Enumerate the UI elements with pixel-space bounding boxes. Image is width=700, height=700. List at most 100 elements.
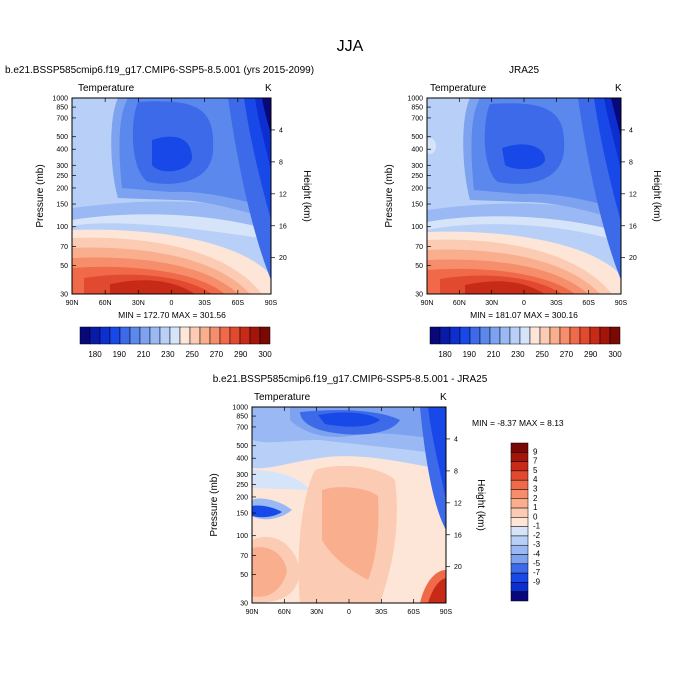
panel-model-variable: Temperature — [78, 83, 135, 94]
panel-diff-colorbar-label: -4 — [533, 550, 541, 559]
panel-diff-colorbar-swatch — [510, 554, 529, 565]
panel-obs-ytick-label: 500 — [411, 134, 423, 141]
panel-model-ytick-label: 50 — [60, 263, 68, 270]
panel-model-colorbar-swatch — [149, 326, 161, 345]
panel-model-y2tick-label: 8 — [279, 159, 283, 166]
panel-model-colorbar-label: 290 — [234, 350, 248, 359]
panel-obs-ytick-label: 50 — [415, 263, 423, 270]
panel-obs-xtick-label: 90N — [421, 300, 434, 307]
panel-diff-colorbar-label: 2 — [533, 494, 538, 503]
panel-diff-xtick-label: 30N — [310, 609, 323, 616]
panel-diff-colorbar-label: 1 — [533, 503, 538, 512]
panel-obs-title: JRA25 — [509, 65, 539, 76]
panel-diff-ytick-label: 250 — [236, 482, 248, 489]
panel-model-colorbar-swatch — [129, 326, 141, 345]
panel-diff-colorbar-swatch — [510, 572, 529, 583]
panel-model-y2tick-label: 16 — [279, 223, 287, 230]
panel-obs-y2tick-label: 4 — [629, 127, 633, 134]
panel-obs-colorbar-swatch — [529, 326, 541, 345]
panel-model-ytick-label: 1000 — [52, 96, 68, 103]
panel-model-ytick-label: 150 — [56, 202, 68, 209]
panel-model-xtick-label: 90N — [66, 300, 79, 307]
panel-diff-colorbar-label: -1 — [533, 522, 541, 531]
panel-obs-units: K — [615, 83, 622, 94]
panel-diff-ytick-label: 700 — [236, 424, 248, 431]
panel-model: b.e21.BSSP585cmip6.f19_g17.CMIP6-SSP5-8.… — [5, 65, 314, 359]
panel-obs-colorbar-swatch — [469, 326, 481, 345]
panel-obs-colorbar-swatch — [439, 326, 451, 345]
panel-obs-xtick-label: 30N — [485, 300, 498, 307]
panel-model-ytick-label: 300 — [56, 163, 68, 170]
panel-diff: b.e21.BSSP585cmip6.f19_g17.CMIP6-SSP5-8.… — [209, 374, 564, 616]
panel-model-xtick-label: 30N — [132, 300, 145, 307]
panel-model-colorbar-swatch — [229, 326, 241, 345]
panel-diff-ytick-label: 1000 — [232, 405, 248, 412]
panel-obs-colorbar-label: 290 — [584, 350, 598, 359]
panel-diff-colorbar-swatch — [510, 544, 529, 555]
panel-diff-y2tick-label: 4 — [454, 436, 458, 443]
panel-diff-colorbar-swatch — [510, 582, 529, 592]
panel-obs-colorbar-swatch — [479, 326, 491, 345]
panel-diff-contours — [252, 407, 446, 603]
panel-model-contours — [72, 98, 271, 294]
panel-model-colorbar-swatch — [239, 326, 251, 345]
panel-obs-colorbar-swatch — [539, 326, 551, 345]
panel-diff-colorbar-label: 4 — [533, 475, 538, 484]
panel-diff-ytick-label: 400 — [236, 456, 248, 463]
panel-obs-y2tick-label: 12 — [629, 191, 637, 198]
panel-obs-colorbar-label: 210 — [487, 350, 501, 359]
panel-model-y2tick-label: 12 — [279, 191, 287, 198]
panel-model-colorbar-label: 190 — [113, 350, 127, 359]
panel-model-ytick-label: 30 — [60, 292, 68, 299]
panel-obs-variable: Temperature — [430, 83, 487, 94]
panel-obs-colorbar-swatch — [599, 326, 611, 345]
panel-obs-y2label: Height (km) — [651, 170, 662, 222]
panel-diff-ytick-label: 50 — [240, 572, 248, 579]
panel-diff-ytick-label: 30 — [240, 601, 248, 608]
panel-diff-colorbar-swatch — [510, 591, 529, 602]
panel-obs-stats: MIN = 181.07 MAX = 300.16 — [470, 310, 578, 320]
panel-model-y2tick-label: 20 — [279, 255, 287, 262]
panel-obs-colorbar-swatch — [579, 326, 591, 345]
panel-model-colorbar-label: 180 — [88, 350, 102, 359]
panel-diff-colorbar-label: 5 — [533, 466, 538, 475]
panel-obs-colorbar-label: 190 — [463, 350, 477, 359]
panel-model-colorbar-label: 270 — [210, 350, 224, 359]
panel-model-colorbar-swatch — [159, 326, 171, 345]
panel-diff-colorbar-label: 7 — [533, 457, 538, 466]
panel-obs-colorbar-swatch — [429, 326, 441, 345]
panel-obs-colorbar-swatch — [489, 326, 501, 345]
panel-diff-ytick-label: 200 — [236, 494, 248, 501]
panel-diff-colorbar-label: -2 — [533, 531, 541, 540]
panel-obs-colorbar-label: 180 — [438, 350, 452, 359]
panel-model-colorbar-swatch — [179, 326, 191, 345]
panel-model-colorbar-swatch — [189, 326, 201, 345]
panel-diff-y2tick-label: 16 — [454, 532, 462, 539]
panel-diff-colorbar-swatch — [510, 507, 529, 518]
panel-model-colorbar-swatch — [259, 326, 271, 345]
panel-model-colorbar-swatch — [99, 326, 111, 345]
panel-obs-ytick-label: 300 — [411, 163, 423, 170]
panel-diff-y2label: Height (km) — [475, 479, 486, 531]
panel-model-colorbar-swatch — [139, 326, 151, 345]
panel-obs-ytick-label: 850 — [411, 105, 423, 112]
panel-model-xtick-label: 60S — [232, 300, 245, 307]
panel-obs-colorbar-swatch — [459, 326, 471, 345]
panel-diff-xtick-label: 60S — [407, 609, 420, 616]
panel-obs-colorbar-swatch — [569, 326, 581, 345]
panel-obs-xtick-label: 60N — [453, 300, 466, 307]
panel-diff-xtick-label: 90N — [246, 609, 259, 616]
panel-obs-ytick-label: 150 — [411, 202, 423, 209]
figure-title: JJA — [337, 38, 364, 55]
panel-diff-y2tick-label: 12 — [454, 500, 462, 507]
panel-model-stats: MIN = 172.70 MAX = 301.56 — [118, 310, 226, 320]
panel-diff-colorbar-swatch — [510, 479, 529, 490]
panel-model-xtick-label: 30S — [198, 300, 211, 307]
panel-diff-ytick-label: 150 — [236, 511, 248, 518]
panel-model-colorbar-swatch — [119, 326, 131, 345]
panel-obs-colorbar-label: 250 — [535, 350, 549, 359]
panel-obs-xtick-label: 60S — [582, 300, 595, 307]
panel-obs-colorbar-swatch — [509, 326, 521, 345]
